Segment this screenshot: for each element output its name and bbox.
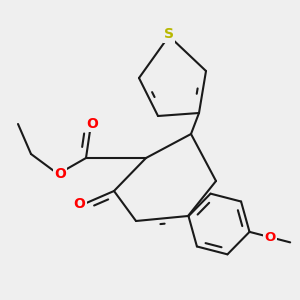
Text: O: O (87, 117, 98, 131)
Text: O: O (55, 167, 66, 181)
Text: O: O (74, 197, 86, 211)
Text: S: S (164, 28, 174, 41)
Text: O: O (264, 231, 275, 244)
